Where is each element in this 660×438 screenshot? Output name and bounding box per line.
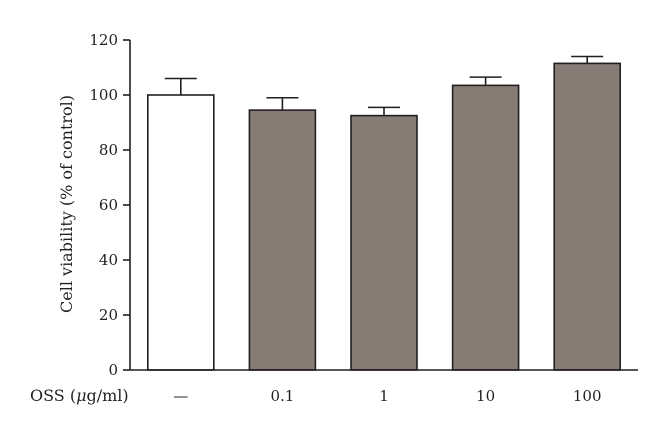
y-axis: 0 20 40 60 80 100 120 [89, 31, 131, 379]
error-bar [571, 55, 604, 64]
y-tick-label: 40 [99, 251, 118, 269]
x-row-label-suffix: g/ml) [87, 386, 129, 405]
bar [147, 94, 215, 371]
error-bars [164, 55, 604, 116]
y-tick-label: 100 [89, 86, 118, 104]
y-tick-label: 80 [99, 141, 118, 159]
x-row-label-unit-symbol: μ [76, 386, 86, 405]
y-axis-label: Cell viability (% of control) [57, 95, 76, 313]
error-bar [164, 77, 197, 95]
x-axis: — 0.1 1 10 100 [130, 369, 638, 405]
y-tick-label: 0 [108, 361, 118, 379]
x-category-label: 1 [379, 387, 389, 405]
y-tick-label: 60 [99, 196, 118, 214]
error-bar [368, 106, 400, 116]
y-tick-label: 20 [99, 306, 118, 324]
bar [350, 114, 418, 371]
bar [451, 84, 520, 371]
y-tick-label: 120 [89, 31, 118, 49]
error-bar [266, 96, 299, 111]
x-category-label: 10 [476, 387, 495, 405]
x-category-label: 0.1 [270, 387, 294, 405]
x-row-label-prefix: OSS ( [30, 386, 76, 405]
error-bar [469, 76, 502, 86]
bar [248, 109, 317, 371]
x-category-label: — [173, 387, 188, 405]
x-row-label: OSS (μg/ml) [30, 386, 129, 405]
bar [553, 62, 622, 371]
x-category-label: 100 [573, 387, 602, 405]
bars [147, 62, 622, 371]
